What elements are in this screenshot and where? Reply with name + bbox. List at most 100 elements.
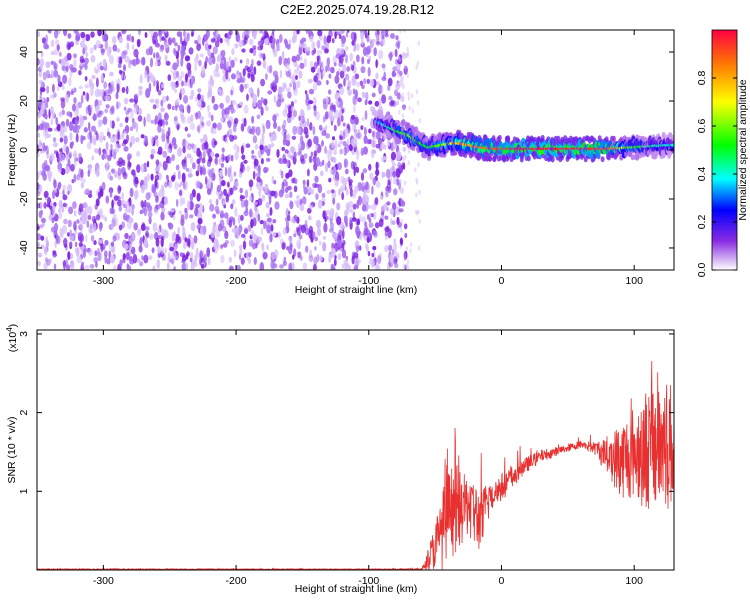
noise-speckle <box>197 88 202 93</box>
noise-speckle <box>106 161 110 167</box>
noise-speckle <box>70 163 75 172</box>
noise-speckle <box>178 104 185 112</box>
noise-speckle <box>179 189 183 196</box>
noise-speckle <box>129 187 134 198</box>
noise-speckle <box>403 250 408 260</box>
noise-speckle <box>314 175 319 183</box>
noise-speckle <box>65 118 70 127</box>
noise-speckle <box>128 33 132 42</box>
noise-speckle <box>212 213 217 219</box>
noise-speckle <box>375 130 381 140</box>
noise-speckle <box>311 41 316 50</box>
noise-speckle <box>40 209 44 215</box>
noise-speckle <box>316 55 320 61</box>
noise-speckle <box>186 238 191 247</box>
noise-speckle <box>83 127 88 133</box>
noise-speckle <box>204 40 209 50</box>
noise-speckle <box>154 135 159 141</box>
noise-speckle <box>234 207 238 217</box>
noise-speckle <box>381 171 385 179</box>
noise-speckle <box>54 240 57 248</box>
noise-speckle <box>280 170 284 179</box>
noise-speckle <box>228 56 232 63</box>
noise-speckle <box>259 220 264 225</box>
noise-speckle <box>117 130 120 140</box>
noise-speckle <box>328 73 332 79</box>
noise-speckle <box>54 30 59 39</box>
signal-halo <box>412 126 417 133</box>
noise-speckle <box>134 176 139 185</box>
noise-speckle <box>156 139 159 147</box>
noise-speckle <box>189 95 194 100</box>
noise-speckle <box>155 60 159 67</box>
noise-speckle <box>199 116 205 121</box>
noise-speckle <box>330 247 336 257</box>
noise-speckle <box>301 196 307 205</box>
noise-speckle <box>246 34 250 39</box>
noise-speckle <box>296 228 301 236</box>
noise-speckle <box>132 253 138 264</box>
noise-speckle <box>88 205 93 216</box>
noise-speckle <box>404 154 407 160</box>
noise-speckle <box>135 137 140 143</box>
noise-speckle <box>186 32 190 42</box>
noise-speckle <box>339 221 345 231</box>
noise-speckle <box>138 245 143 253</box>
noise-speckle <box>385 189 389 198</box>
noise-speckle <box>37 202 40 209</box>
noise-speckle <box>197 34 201 44</box>
noise-speckle <box>362 195 367 205</box>
noise-speckle <box>341 35 346 44</box>
noise-speckle <box>123 130 127 135</box>
noise-speckle <box>40 108 45 115</box>
noise-speckle <box>85 248 91 253</box>
noise-speckle <box>393 238 396 244</box>
noise-speckle <box>361 216 366 224</box>
noise-speckle <box>251 150 255 155</box>
noise-speckle <box>45 122 50 130</box>
noise-speckle <box>294 99 297 104</box>
noise-speckle <box>285 70 291 78</box>
noise-speckle <box>414 167 417 173</box>
noise-speckle <box>416 100 420 106</box>
noise-speckle <box>396 150 402 161</box>
noise-speckle <box>364 110 368 120</box>
noise-speckle <box>371 185 374 195</box>
noise-speckle <box>254 30 259 34</box>
noise-speckle <box>89 264 95 269</box>
noise-speckle <box>303 58 307 67</box>
noise-speckle <box>108 46 112 55</box>
noise-speckle <box>415 64 418 70</box>
noise-speckle <box>49 201 53 207</box>
noise-speckle <box>324 146 327 154</box>
noise-speckle <box>172 62 178 71</box>
noise-speckle <box>366 58 371 64</box>
noise-speckle <box>244 189 249 199</box>
noise-speckle <box>299 198 303 206</box>
noise-speckle <box>340 185 345 193</box>
snr-y-ticks: 1 2 3 <box>18 331 674 494</box>
noise-speckle <box>365 91 369 102</box>
noise-speckle <box>138 85 143 90</box>
noise-speckle <box>153 39 157 45</box>
noise-speckle <box>95 40 101 49</box>
noise-speckle <box>237 214 241 224</box>
noise-speckle <box>205 56 208 64</box>
noise-speckle <box>196 181 202 189</box>
noise-speckle <box>306 168 310 177</box>
noise-speckle <box>109 71 114 77</box>
noise-speckle <box>308 225 314 235</box>
noise-speckle <box>279 264 284 269</box>
noise-speckle <box>338 188 341 196</box>
noise-speckle <box>282 227 287 235</box>
noise-speckle <box>321 192 326 199</box>
noise-speckle <box>266 148 271 157</box>
signal-halo <box>668 132 673 139</box>
noise-speckle <box>143 162 147 170</box>
noise-speckle <box>93 44 97 51</box>
noise-speckle <box>296 30 300 35</box>
noise-speckle <box>37 233 42 241</box>
noise-speckle <box>141 184 145 194</box>
noise-speckle <box>82 178 86 183</box>
noise-speckle <box>177 226 181 235</box>
